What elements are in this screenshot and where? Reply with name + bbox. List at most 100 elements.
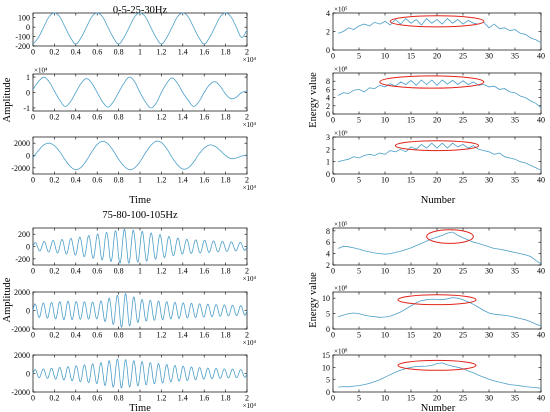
x-tick-label: 30 bbox=[485, 267, 493, 276]
x-tick-label: 40 bbox=[537, 176, 545, 185]
x-exponent-label: ×10⁴ bbox=[243, 402, 257, 410]
y-tick-label: 3 bbox=[326, 133, 330, 142]
x-tick-label: 0.8 bbox=[114, 331, 124, 340]
x-tick-label: 0 bbox=[31, 394, 35, 403]
x-tick-label: 0.2 bbox=[49, 48, 59, 57]
bottom-energy-label: Energy value bbox=[308, 272, 319, 328]
x-tick-label: 15 bbox=[407, 52, 415, 61]
x-tick-label: 0 bbox=[31, 267, 35, 276]
x-tick-label: 35 bbox=[511, 331, 519, 340]
axes-box bbox=[332, 72, 542, 115]
x-tick-label: 35 bbox=[511, 176, 519, 185]
y-tick-label: 2000 bbox=[14, 139, 30, 148]
x-tick-label: 0.4 bbox=[71, 267, 81, 276]
series-line bbox=[32, 228, 248, 264]
series-line bbox=[338, 231, 542, 265]
x-tick-label: 20 bbox=[433, 176, 441, 185]
y-exponent-label: ×10⁸ bbox=[334, 348, 348, 356]
y-exponent-label: ×10⁵ bbox=[334, 221, 348, 229]
y-tick-label: -200 bbox=[15, 255, 30, 264]
y-tick-label: -2000 bbox=[11, 388, 30, 397]
top-time-label: Time bbox=[129, 195, 151, 206]
x-tick-label: 0 bbox=[31, 113, 35, 122]
x-tick-label: 0 bbox=[331, 176, 335, 185]
y-tick-label: 8 bbox=[326, 77, 330, 86]
x-tick-label: 0 bbox=[331, 331, 335, 340]
top-energy-label: Energy value bbox=[308, 72, 319, 128]
panel-br1: 0 5 10 15 20 25 30 35 40 2 4 6 8 ×10⁵ bbox=[326, 221, 545, 276]
top-number-label: Number bbox=[421, 195, 456, 206]
y-exponent-label: ×10⁹ bbox=[334, 130, 348, 138]
y-exponent-label: ×10⁸ bbox=[334, 285, 348, 293]
x-tick-label: 15 bbox=[407, 176, 415, 185]
x-tick-label: 0.6 bbox=[92, 113, 102, 122]
x-tick-label: 2 bbox=[245, 48, 249, 57]
panel-tl3: 0 0.2 0.4 0.6 0.8 1 1.2 1.4 1.6 1.8 2-200002000×10… bbox=[11, 136, 257, 192]
series-line bbox=[338, 297, 542, 327]
x-tick-label: 0.4 bbox=[71, 331, 81, 340]
panels: 0 0.2 0.4 0.6 0.8 1 1.2 1.4 1.6 1.8 2-200-1000100×… bbox=[11, 6, 545, 411]
x-tick-label: 20 bbox=[433, 52, 441, 61]
x-tick-label: 10 bbox=[381, 116, 389, 125]
y-tick-label: 0 bbox=[26, 307, 30, 316]
highlight-ellipse bbox=[394, 140, 480, 152]
x-tick-label: 1.4 bbox=[178, 331, 188, 340]
y-tick-label: 4 bbox=[326, 9, 330, 18]
x-tick-label: 20 bbox=[433, 331, 441, 340]
x-tick-label: 1.4 bbox=[178, 267, 188, 276]
y-tick-label: -2000 bbox=[11, 164, 30, 173]
y-tick-label: 200 bbox=[18, 230, 30, 239]
x-tick-label: 35 bbox=[511, 394, 519, 403]
x-tick-label: 0.4 bbox=[71, 113, 81, 122]
y-tick-label: -1 bbox=[23, 104, 30, 113]
y-tick-label: 2 bbox=[326, 145, 330, 154]
x-tick-label: 1.6 bbox=[199, 176, 209, 185]
x-tick-label: 25 bbox=[459, 176, 467, 185]
x-tick-label: 0.6 bbox=[92, 394, 102, 403]
x-tick-label: 5 bbox=[357, 267, 361, 276]
x-tick-label: 5 bbox=[357, 116, 361, 125]
y-tick-label: 4 bbox=[326, 94, 330, 103]
y-tick-label: 6 bbox=[326, 238, 330, 247]
x-tick-label: 0.4 bbox=[71, 394, 81, 403]
x-exponent-label: ×10⁴ bbox=[243, 339, 257, 347]
x-tick-label: 2 bbox=[245, 267, 249, 276]
x-tick-label: 2 bbox=[245, 176, 249, 185]
x-tick-label: 1.6 bbox=[199, 113, 209, 122]
x-tick-label: 0 bbox=[331, 116, 335, 125]
panel-br2: 0 5 10 15 20 25 30 35 40 0 5 10 ×10⁸ bbox=[322, 285, 545, 340]
panel-tl1: 0 0.2 0.4 0.6 0.8 1 1.2 1.4 1.6 1.8 2-200-1000100×… bbox=[15, 12, 257, 64]
x-tick-label: 1.4 bbox=[178, 48, 188, 57]
y-tick-label: 10 bbox=[322, 363, 330, 372]
panel-bl3: 0 0.2 0.4 0.6 0.8 1 1.2 1.4 1.6 1.8 2-200002000×10… bbox=[11, 351, 256, 410]
x-tick-label: 1 bbox=[138, 267, 142, 276]
x-tick-label: 10 bbox=[381, 394, 389, 403]
x-tick-label: 1.2 bbox=[156, 331, 166, 340]
series-line bbox=[338, 362, 542, 389]
x-tick-label: 1.4 bbox=[178, 394, 188, 403]
y-tick-label: 2 bbox=[326, 28, 330, 37]
bottom-signal-title: 75-80-100-105Hz bbox=[102, 210, 178, 221]
x-tick-label: 5 bbox=[357, 331, 361, 340]
y-tick-label: 100 bbox=[18, 14, 30, 23]
y-tick-label: 0 bbox=[326, 388, 330, 397]
y-tick-label: 0 bbox=[26, 152, 30, 161]
y-tick-label: -100 bbox=[15, 33, 30, 42]
x-tick-label: 1.6 bbox=[199, 394, 209, 403]
highlight-ellipse bbox=[397, 294, 477, 306]
x-tick-label: 0.4 bbox=[71, 176, 81, 185]
x-tick-label: 1 bbox=[138, 48, 142, 57]
x-tick-label: 40 bbox=[537, 52, 545, 61]
y-tick-label: -2000 bbox=[11, 325, 30, 334]
x-tick-label: 10 bbox=[381, 176, 389, 185]
x-tick-label: 1.2 bbox=[156, 267, 166, 276]
y-tick-label: 0 bbox=[326, 110, 330, 119]
x-tick-label: 0.2 bbox=[49, 267, 59, 276]
x-exponent-label: ×10⁴ bbox=[243, 184, 257, 192]
y-tick-label: 0 bbox=[26, 370, 30, 379]
x-tick-label: 0 bbox=[31, 331, 35, 340]
y-exponent-label: ×10⁵ bbox=[334, 6, 348, 14]
